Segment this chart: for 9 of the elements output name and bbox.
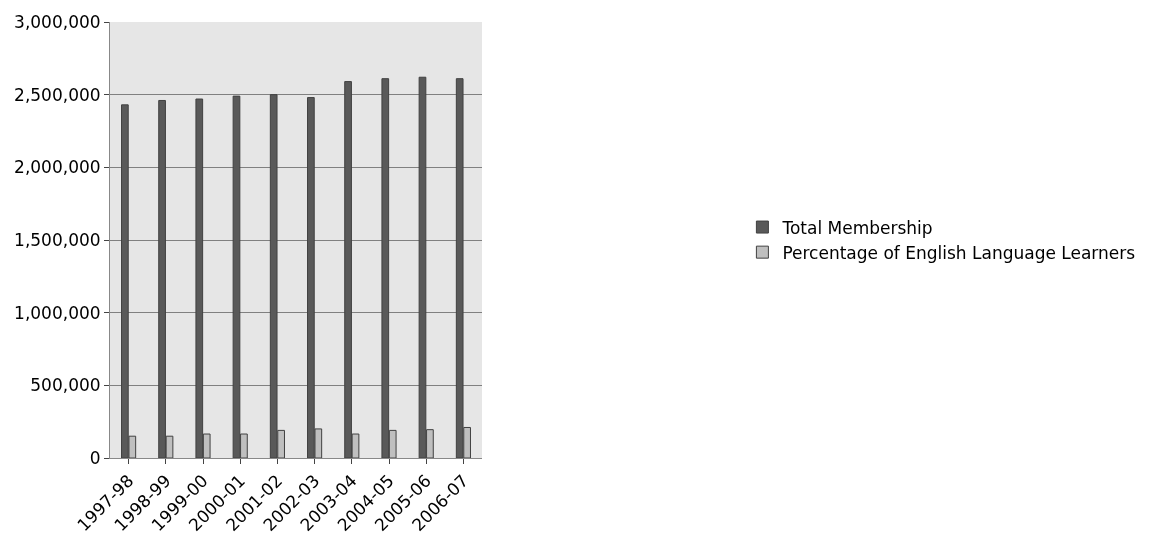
y-tick-label: 1,000,000 (14, 302, 101, 323)
y-tick-label: 2,000,000 (14, 157, 101, 178)
y-tick-label: 1,500,000 (14, 229, 101, 250)
y-tick-label: 0 (89, 447, 101, 468)
legend-label: Total Membership (781, 217, 933, 238)
y-tick-label: 500,000 (30, 375, 101, 396)
legend-label: Percentage of English Language Learners (782, 242, 1136, 263)
y-tick-label: 2,500,000 (14, 84, 101, 105)
y-tick-label: 3,000,000 (14, 11, 101, 32)
